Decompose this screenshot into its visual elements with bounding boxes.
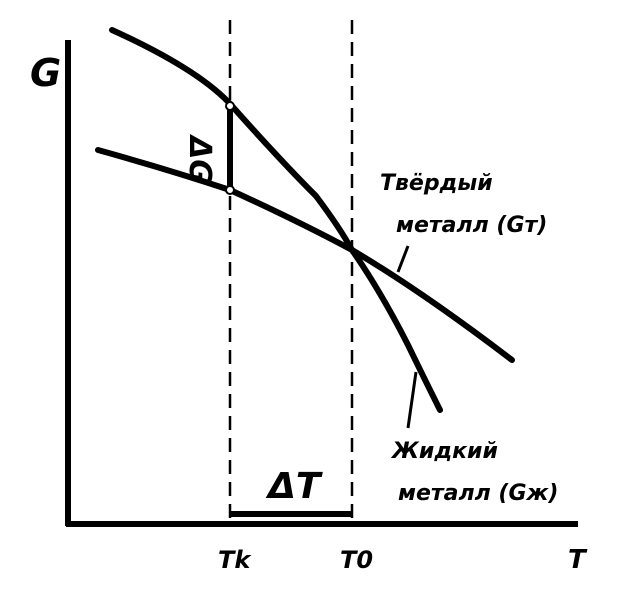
axes <box>65 40 578 527</box>
solid-label-line1: Твёрдый <box>380 171 493 196</box>
liquid-curve <box>109 27 443 413</box>
solid-curve <box>95 147 515 363</box>
dg-bottom-marker <box>225 185 235 195</box>
tick-t0-label: T0 <box>340 546 373 574</box>
solid-label-line2: металл (Gт) <box>396 213 547 238</box>
dg-top-marker <box>225 101 235 111</box>
solid-leader <box>396 245 410 273</box>
dg-label: ΔG <box>182 134 217 184</box>
tick-tk-label: Tk <box>218 546 252 574</box>
y-axis-label: G <box>30 51 61 95</box>
liquid-leader <box>406 371 418 429</box>
liquid-label-line2: металл (Gж) <box>398 481 558 506</box>
dt-label: ΔT <box>265 466 323 507</box>
x-axis-label: T <box>568 545 588 575</box>
liquid-label-line1: Жидкий <box>390 439 498 464</box>
